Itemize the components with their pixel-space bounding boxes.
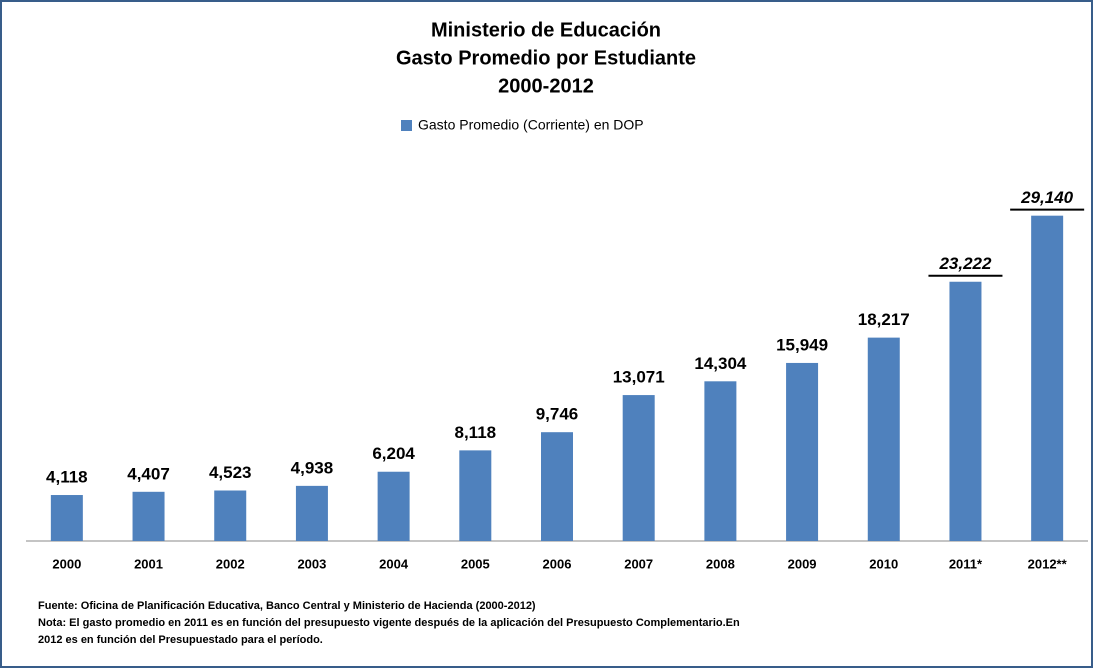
data-label: 29,140: [1020, 188, 1074, 207]
bar: [704, 381, 737, 541]
bar: [622, 395, 655, 541]
x-tick-label: 2007: [624, 556, 653, 571]
bar: [867, 337, 900, 541]
data-label: 4,938: [291, 458, 334, 477]
footnote: Nota: El gasto promedio en 2011 es en fu…: [38, 617, 740, 629]
data-label: 13,071: [613, 368, 665, 387]
x-tick-label: 2002: [216, 556, 245, 571]
x-tick-label: 2006: [543, 556, 572, 571]
data-label: 14,304: [694, 354, 747, 373]
chart-title: Ministerio de Educación: [431, 19, 661, 41]
x-tick-label: 2001: [134, 556, 163, 571]
x-tick-label: 2000: [52, 556, 81, 571]
legend-swatch: [401, 120, 412, 131]
data-label: 23,222: [938, 254, 992, 273]
bar: [295, 485, 328, 541]
x-tick-label: 2004: [379, 556, 409, 571]
x-tick-label: 2009: [788, 556, 817, 571]
bar: [949, 281, 982, 541]
bar: [132, 491, 165, 541]
footnote: 2012 es en función del Presupuestado par…: [38, 634, 323, 646]
chart-title: Gasto Promedio por Estudiante: [396, 47, 696, 69]
x-tick-label: 2008: [706, 556, 735, 571]
data-label: 9,746: [536, 405, 579, 424]
bar: [214, 490, 247, 541]
data-label: 4,523: [209, 463, 252, 482]
data-label: 6,204: [372, 444, 415, 463]
data-label: 4,407: [127, 464, 170, 483]
x-tick-label: 2005: [461, 556, 490, 571]
x-tick-label: 2011*: [949, 556, 983, 571]
data-label: 4,118: [46, 468, 88, 487]
data-label: 15,949: [776, 335, 828, 354]
bar: [50, 495, 83, 541]
bar: [541, 432, 573, 541]
x-tick-label: 2012**: [1028, 556, 1068, 571]
bar: [786, 362, 819, 541]
bar: [377, 471, 410, 541]
x-tick-label: 2010: [869, 556, 898, 571]
bar: [1031, 215, 1064, 541]
footnote: Fuente: Oficina de Planificación Educati…: [38, 600, 536, 612]
data-label: 8,118: [455, 423, 497, 442]
chart-title: 2000-2012: [498, 75, 594, 97]
x-tick-label: 2003: [297, 556, 326, 571]
bar: [459, 450, 492, 541]
legend-label: Gasto Promedio (Corriente) en DOP: [418, 117, 644, 133]
data-label: 18,217: [858, 310, 910, 329]
